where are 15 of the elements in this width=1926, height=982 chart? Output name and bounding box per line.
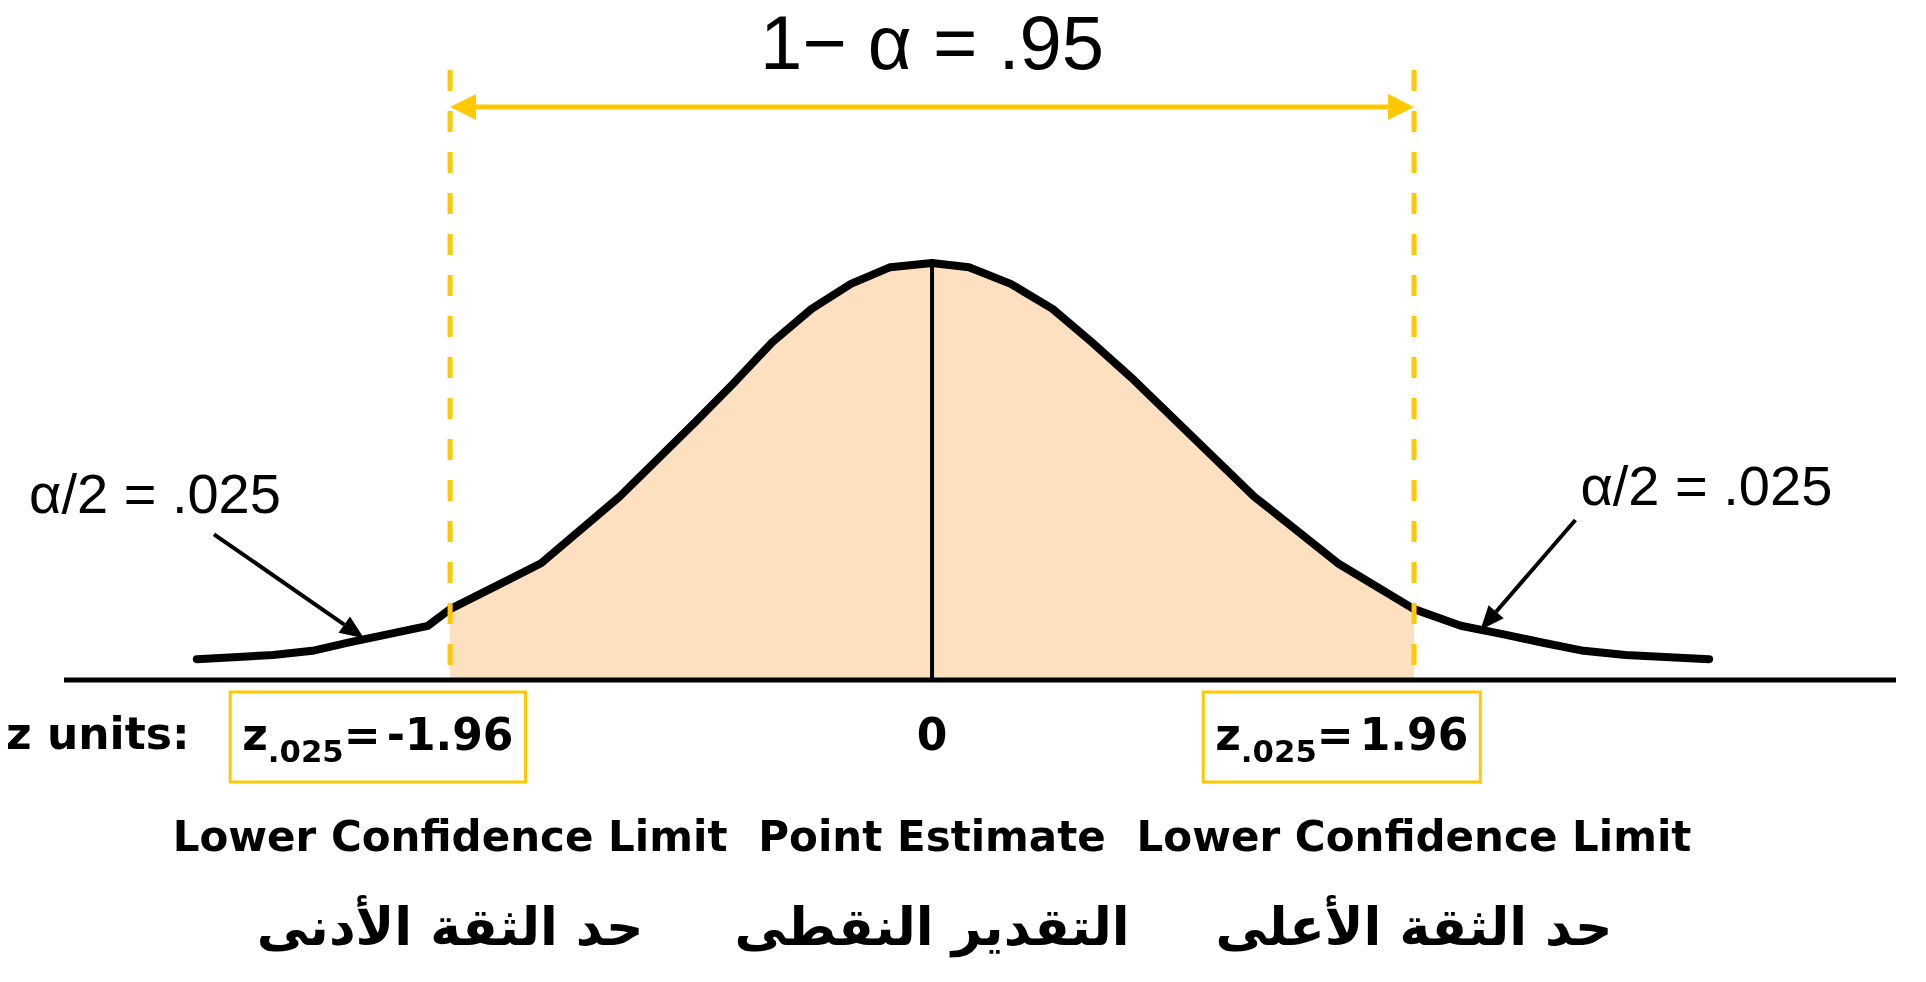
- text: التقدير النقطى: [734, 897, 1130, 958]
- text: حد الثقة الأدنى: [256, 895, 644, 957]
- text: Lower Confidence Limit: [1136, 812, 1692, 861]
- x-tick-label: 0: [916, 709, 948, 760]
- annotation: α/2 = .025: [29, 462, 281, 526]
- x-tick-label: 1.96: [1359, 709, 1469, 760]
- x-axis-title: z units:: [6, 708, 190, 759]
- text: 1− α = .95: [760, 0, 1105, 85]
- annotation: α/2 = .025: [1580, 453, 1833, 517]
- text: z$_{.025}$=: [1215, 709, 1354, 770]
- text: Point Estimate: [758, 812, 1106, 861]
- x-tick-label: -1.96: [386, 709, 514, 760]
- text: z$_{.025}$=: [242, 709, 381, 770]
- text: Lower Confidence Limit: [172, 812, 728, 861]
- text: حد الثقة الأعلى: [1215, 895, 1613, 957]
